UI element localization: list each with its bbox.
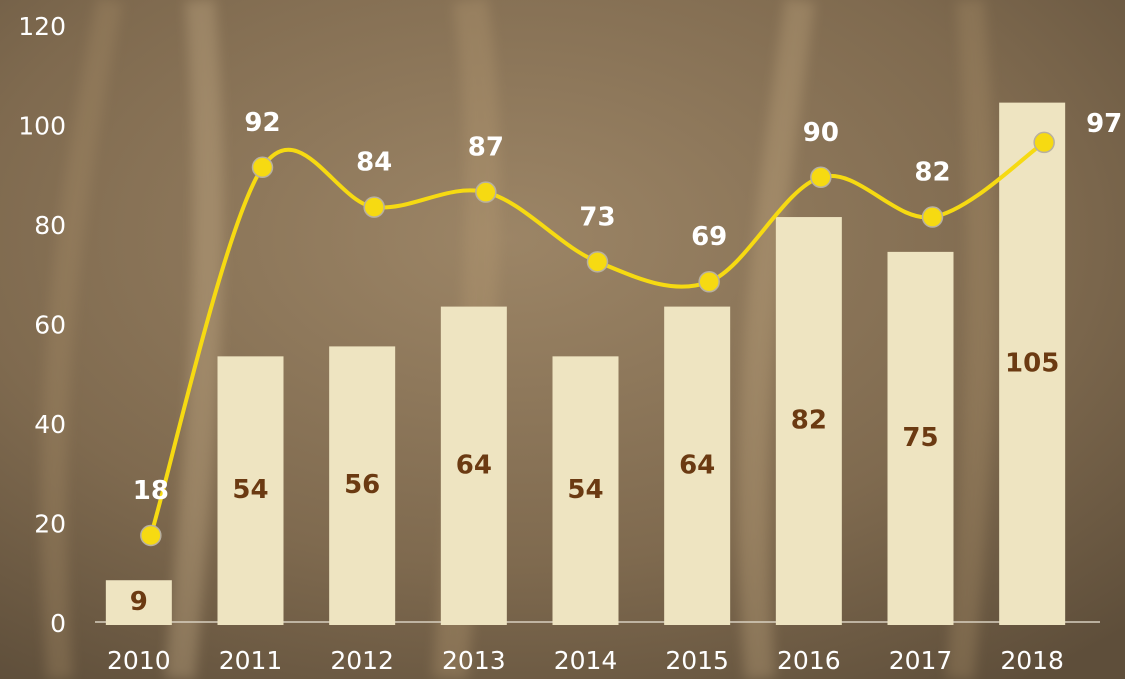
line-point bbox=[810, 166, 832, 188]
line-point bbox=[475, 181, 497, 203]
y-tick-label: 100 bbox=[18, 112, 66, 141]
bar bbox=[440, 306, 507, 625]
bar bbox=[329, 346, 396, 625]
bar bbox=[105, 580, 172, 625]
line-point bbox=[363, 196, 385, 218]
line-point bbox=[698, 270, 720, 293]
bar-value-label: 56 bbox=[344, 470, 380, 500]
line-value-label: 90 bbox=[803, 118, 839, 148]
line-point bbox=[1033, 131, 1055, 154]
line-point bbox=[586, 251, 609, 273]
x-tick-label: 2012 bbox=[330, 646, 394, 675]
line-point bbox=[251, 156, 274, 179]
line-value-label: 73 bbox=[579, 202, 615, 232]
bar-value-label: 9 bbox=[130, 587, 148, 617]
bar-value-label: 64 bbox=[456, 450, 492, 480]
line-value-label: 69 bbox=[691, 222, 727, 252]
y-tick-label: 20 bbox=[34, 510, 66, 539]
bar-value-label: 105 bbox=[1005, 348, 1059, 378]
line-value-label: 82 bbox=[914, 158, 950, 188]
line-value-label: 84 bbox=[356, 148, 392, 178]
bar bbox=[552, 356, 619, 625]
line-point bbox=[140, 524, 162, 547]
y-tick-label: 40 bbox=[34, 410, 66, 439]
line-point bbox=[921, 206, 944, 228]
bar-value-label: 54 bbox=[232, 475, 268, 505]
y-tick-label: 120 bbox=[18, 12, 66, 41]
x-tick-label: 2018 bbox=[1000, 646, 1064, 675]
bar-value-label: 82 bbox=[791, 406, 827, 436]
bar bbox=[887, 251, 954, 625]
bar-value-label: 54 bbox=[567, 475, 603, 505]
x-tick-label: 2014 bbox=[554, 646, 618, 675]
x-tick-label: 2015 bbox=[665, 646, 729, 675]
x-tick-label: 2010 bbox=[107, 646, 171, 675]
bar bbox=[217, 356, 284, 625]
y-tick-label: 80 bbox=[34, 211, 66, 240]
x-tick-label: 2013 bbox=[442, 646, 506, 675]
line-value-label: 87 bbox=[468, 133, 504, 163]
y-tick-label: 0 bbox=[50, 609, 66, 638]
x-tick-label: 2017 bbox=[889, 646, 953, 675]
bar-value-label: 75 bbox=[902, 423, 938, 453]
bar bbox=[999, 102, 1066, 625]
x-tick-label: 2011 bbox=[219, 646, 283, 675]
line-value-label: 18 bbox=[133, 476, 169, 506]
x-tick-label: 2016 bbox=[777, 646, 841, 675]
line-value-label: 92 bbox=[244, 108, 280, 138]
bar bbox=[775, 217, 842, 626]
bar-value-label: 64 bbox=[679, 450, 715, 480]
line-value-label: 97 bbox=[1086, 109, 1122, 139]
y-tick-label: 60 bbox=[34, 311, 66, 340]
bar bbox=[664, 306, 731, 625]
